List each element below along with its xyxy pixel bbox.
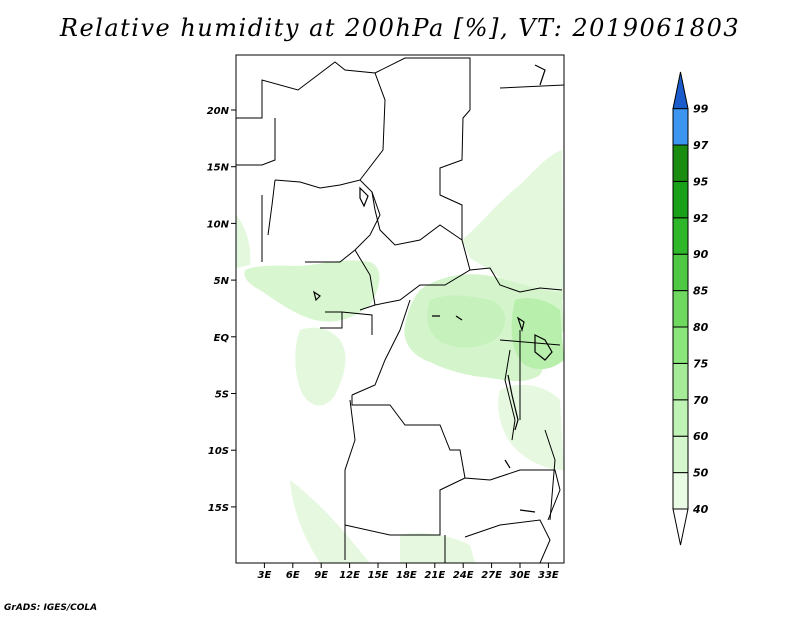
colorbar-label: 75	[693, 357, 709, 370]
humidity-area-lakes	[511, 298, 564, 370]
humidity-area-southwest	[290, 480, 370, 563]
lon-tick-label: 12E	[339, 570, 360, 581]
humidity-area-south	[400, 533, 475, 563]
map-frame	[235, 54, 565, 564]
colorbar-segment	[672, 362, 689, 401]
longitude-axis: 3E 6E 9E 12E 15E 18E 21E 24E 27E 30E 33E	[258, 563, 559, 581]
lon-tick-label: 3E	[258, 570, 272, 581]
colorbar-label: 97	[693, 139, 709, 152]
colorbar-segment	[672, 180, 689, 219]
lon-tick-label: 9E	[314, 570, 328, 581]
lon-tick-label: 21E	[424, 570, 445, 581]
colorbar-bottom-triangle	[672, 508, 689, 546]
lat-tick-label: 5N	[214, 276, 230, 287]
colorbar-label: 80	[693, 321, 709, 334]
lon-tick-label: 33E	[538, 570, 559, 581]
colorbar-segment	[672, 326, 689, 364]
country-borders	[236, 57, 564, 563]
colorbar-segment	[672, 435, 689, 474]
colorbar-label: 70	[693, 394, 709, 407]
grads-credit: GrADS: IGES/COLA	[4, 603, 98, 613]
humidity-area-west	[236, 215, 251, 268]
chart-title: Relative humidity at 200hPa [%], VT: 201…	[59, 14, 741, 42]
colorbar: 40 50 60 70 75 80 85 90 92 95 97 99	[672, 71, 709, 546]
colorbar-label: 90	[693, 248, 709, 261]
colorbar-segment	[672, 472, 689, 510]
colorbar-segment	[672, 144, 689, 182]
lat-tick-label: 10S	[208, 446, 229, 457]
colorbar-label: 99	[693, 103, 709, 116]
humidity-shading	[236, 150, 564, 563]
lat-tick-label: EQ	[214, 333, 230, 344]
latitude-axis: 20N 15N 10N 5N EQ 5S 10S 15S	[207, 106, 236, 514]
lat-tick-label: 15S	[208, 503, 229, 514]
colorbar-segment	[672, 217, 689, 255]
colorbar-label: 85	[693, 285, 709, 298]
lon-tick-label: 15E	[368, 570, 389, 581]
colorbar-segment	[672, 108, 689, 146]
colorbar-segment	[672, 253, 689, 292]
humidity-area-gabon	[295, 327, 346, 406]
humidity-area-ne	[462, 150, 564, 300]
lon-tick-label: 24E	[453, 570, 474, 581]
lakes	[313, 64, 553, 513]
colorbar-label: 40	[692, 503, 709, 516]
humidity-area-congo-inner	[427, 295, 506, 348]
humidity-area-gulf	[244, 260, 380, 322]
colorbar-label: 50	[693, 467, 709, 480]
colorbar-segment	[672, 290, 689, 328]
colorbar-segment	[672, 399, 689, 437]
lat-tick-label: 5S	[215, 390, 229, 401]
lon-tick-label: 27E	[481, 570, 502, 581]
lon-tick-label: 6E	[286, 570, 300, 581]
lon-tick-label: 30E	[510, 570, 531, 581]
lat-tick-label: 15N	[207, 163, 230, 174]
lon-tick-label: 18E	[396, 570, 417, 581]
colorbar-top-triangle	[672, 71, 689, 110]
lat-tick-label: 20N	[207, 106, 230, 117]
lat-tick-label: 10N	[207, 219, 230, 230]
colorbar-label: 60	[693, 430, 709, 443]
colorbar-label: 95	[693, 175, 709, 188]
colorbar-label: 92	[693, 212, 709, 225]
